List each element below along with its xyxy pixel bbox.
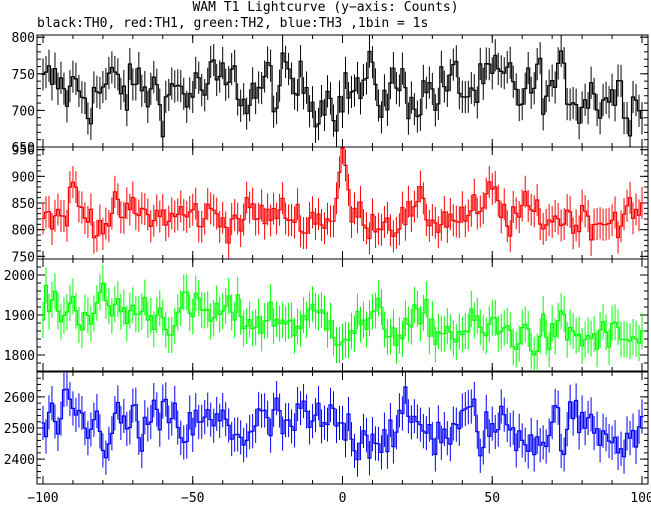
y-tick-label: 750 <box>12 250 35 265</box>
y-tick-label: 850 <box>12 197 35 212</box>
y-tick-label: 2000 <box>4 269 35 284</box>
series-line-th3 <box>41 386 644 461</box>
y-tick-label: 750 <box>12 68 35 83</box>
x-tick-label: −50 <box>181 491 204 505</box>
x-tick-label: −100 <box>27 491 58 505</box>
y-tick-label: 2600 <box>4 391 35 406</box>
y-tick-label: 700 <box>12 104 35 119</box>
chart-subtitle: black:TH0, red:TH1, green:TH2, blue:TH3 … <box>37 16 429 31</box>
chart-title: WAM T1 Lightcurve (y−axis: Counts) <box>192 0 459 15</box>
y-tick-label: 1900 <box>4 309 35 324</box>
y-tick-label: 2400 <box>4 453 35 468</box>
series-line-th0 <box>41 50 644 138</box>
x-tick-label: 50 <box>484 491 500 505</box>
x-tick-label: 100 <box>630 491 651 505</box>
y-tick-label: 650 <box>12 141 35 156</box>
x-tick-label: 0 <box>339 491 347 505</box>
y-tick-label: 950 <box>12 144 35 159</box>
y-tick-label: 900 <box>12 170 35 185</box>
y-tick-label: 800 <box>12 224 35 239</box>
series-line-th1 <box>41 147 644 244</box>
y-tick-label: 1800 <box>4 349 35 364</box>
y-tick-label: 2500 <box>4 422 35 437</box>
y-tick-label: 800 <box>12 31 35 46</box>
series-line-th2 <box>41 282 644 356</box>
